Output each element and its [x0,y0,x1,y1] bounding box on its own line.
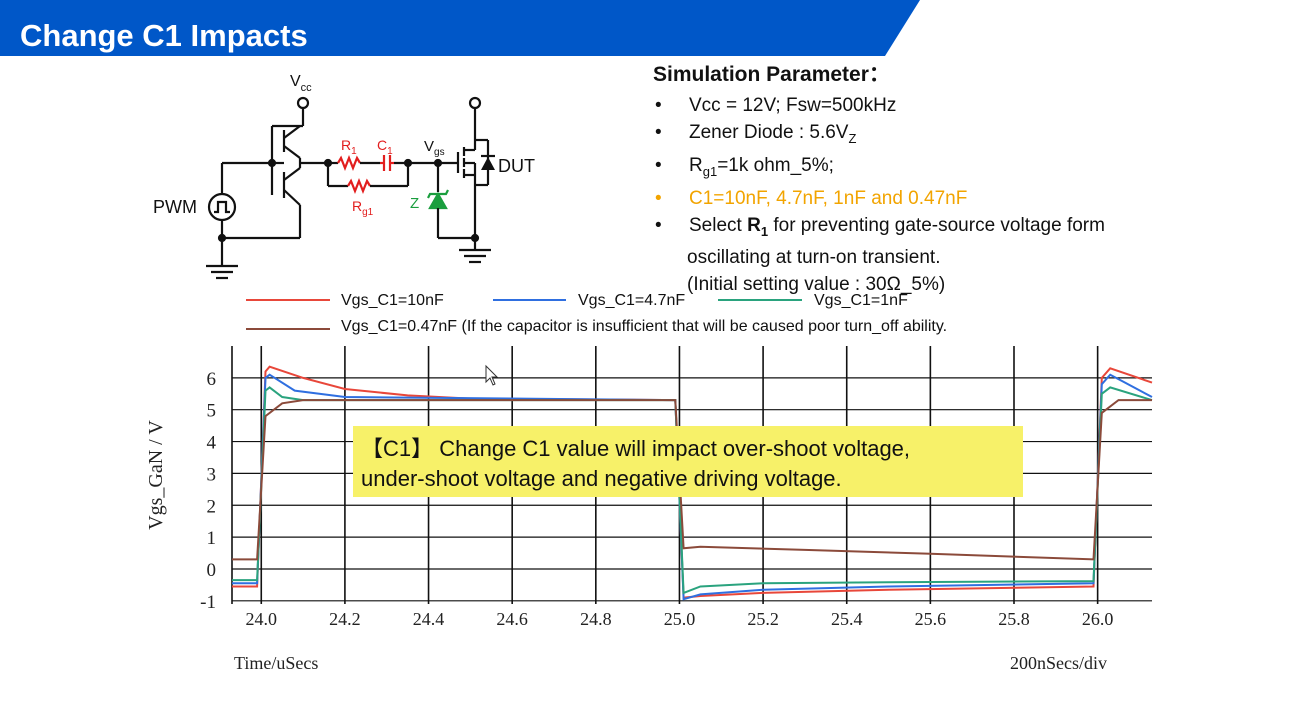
param-item-continued: (Initial setting value : 30Ω_5%) [687,274,946,296]
c1-capacitor-icon [380,155,394,171]
zener-diode-icon [427,189,449,210]
y-tick-label: -1 [200,592,216,613]
vcc-label: Vcc [290,73,312,94]
x-tick-label: 25.0 [664,609,696,629]
vcc-terminal-icon [296,96,310,110]
param-item: • Vcc = 12V; Fsw=500kHz [655,95,897,116]
x-tick-label: 24.0 [246,609,278,629]
zener-label: Z [410,195,419,212]
param-item: • Select R1 for preventing gate-source vo… [655,214,1105,239]
time-div-label: 200nSecs/div [1010,653,1107,673]
pwm-source-icon [207,192,237,222]
rg1-resistor-icon [347,178,371,194]
params-title: Simulation Parameter： [653,63,890,86]
ground-icon [459,248,491,264]
simulation-parameters: Simulation Parameter： • Vcc = 12V; Fsw=50… [653,58,1253,298]
pwm-label: PWM [153,197,197,217]
x-axis-title: Time/uSecs [234,653,318,673]
callout-line-1: 【C1】 Change C1 value will impact over-sh… [361,436,911,461]
x-tick-label: 25.2 [747,609,779,629]
y-tick-label: 5 [207,401,217,422]
y-tick-label: 4 [207,433,217,454]
param-item-highlight: • C1=10nF, 4.7nF, 1nF and 0.47nF [655,187,968,209]
chart-legend: Vgs_C1=10nF Vgs_C1=4.7nF Vgs_C1=1nF Vgs_… [246,292,947,335]
y-tick-label: 0 [207,560,217,581]
title-bar [0,0,920,56]
x-tick-label: 24.4 [413,609,445,629]
x-tick-label: 24.8 [580,609,612,629]
series-line-c047 [232,399,1152,561]
y-tick-label: 3 [207,464,217,485]
mouse-cursor-icon [485,364,499,386]
r1-resistor-icon [337,155,361,171]
y-tick-label: 6 [207,369,217,390]
legend-label-c47: Vgs_C1=4.7nF [578,292,685,309]
param-item-continued: oscillating at turn-on transient. [687,247,941,269]
x-tick-label: 25.8 [998,609,1030,629]
vgs-chart: 24.0 24.2 24.4 24.6 24.8 25.0 25.2 25.4 25.6 25.8… [200,346,1153,629]
legend-label-c047: Vgs_C1=0.47nF (If the capacitor is insuf… [341,318,947,335]
dut-drain-terminal-icon [468,96,482,110]
x-tick-label: 24.6 [496,609,528,629]
x-tick-label: 25.6 [915,609,947,629]
c1-label: C1 [377,137,393,157]
y-tick-label: 2 [207,496,217,517]
vgs-label: Vgs [424,138,445,158]
x-tick-label: 26.0 [1082,609,1114,629]
legend-label-c10: Vgs_C1=10nF [341,292,444,309]
ground-icon [206,264,238,280]
x-tick-label: 24.2 [329,609,361,629]
param-item: • Rg1=1k ohm_5%; [655,154,834,179]
rg1-label: Rg1 [352,198,374,218]
callout-line-2: under-shoot voltage and negative driving… [361,466,842,491]
circuit-diagram [206,96,495,280]
y-axis-title: Vgs_GaN / V [145,420,167,530]
callout-highlight [353,426,1023,497]
r1-label: R1 [341,137,357,157]
x-tick-label: 25.4 [831,609,863,629]
y-tick-label: 1 [207,528,217,549]
param-item: • Zener Diode : 5.6VZ [655,122,857,146]
callout-text: 【C1】 Change C1 value will impact over-sh… [361,434,910,494]
body-diode-icon [481,157,495,170]
slide-title: Change C1 Impacts [20,18,308,53]
legend-label-c1: Vgs_C1=1nF [814,292,908,309]
dut-label: DUT [498,156,535,176]
